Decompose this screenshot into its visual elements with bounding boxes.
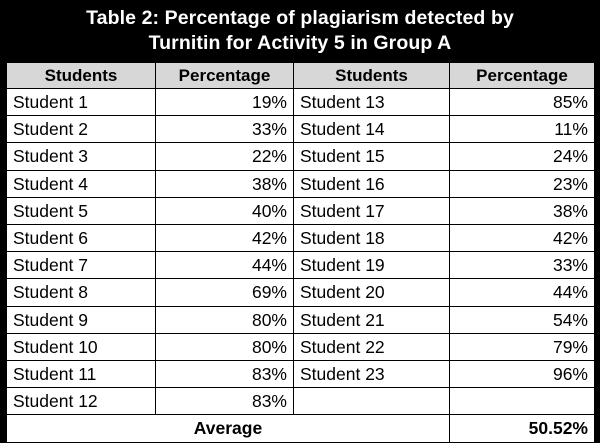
cell-student-left: Student 8: [6, 278, 156, 307]
cell-student-right: Student 14: [293, 115, 450, 144]
header-row: Students Percentage Students Percentage: [6, 62, 595, 89]
cell-percentage-right: 33%: [449, 251, 595, 280]
cell-percentage-right: 79%: [449, 332, 595, 362]
cell-percentage-left: 38%: [155, 169, 294, 198]
table-row: Student 2 33% Student 14 11%: [6, 115, 595, 144]
cell-percentage-left: 80%: [155, 305, 294, 334]
cell-percentage-left: 42%: [155, 224, 294, 253]
cell-student-left: Student 5: [6, 196, 156, 226]
cell-student-right: Student 13: [293, 87, 450, 117]
cell-student-left: Student 9: [6, 305, 156, 334]
cell-student-right: Student 20: [293, 278, 450, 307]
average-value: 50.52%: [449, 414, 595, 443]
cell-percentage-right: 42%: [449, 224, 595, 253]
title-line-1: Table 2: Percentage of plagiarism detect…: [86, 7, 514, 29]
cell-student-left: Student 6: [6, 224, 156, 253]
cell-student-right: Student 16: [293, 169, 450, 198]
cell-percentage-left: 40%: [155, 196, 294, 226]
table-row: Student 4 38% Student 16 23%: [6, 169, 595, 198]
cell-student-right-empty: [293, 387, 450, 416]
cell-percentage-right: 38%: [449, 196, 595, 226]
cell-percentage-left: 44%: [155, 251, 294, 280]
cell-percentage-right: 24%: [449, 142, 595, 171]
table-row: Student 3 22% Student 15 24%: [6, 142, 595, 171]
cell-percentage-right: 96%: [449, 360, 595, 389]
table-footer: Average 50.52%: [6, 414, 595, 443]
cell-percentage-right: 85%: [449, 87, 595, 117]
table-row: Student 11 83% Student 23 96%: [6, 360, 595, 389]
cell-percentage-right-empty: [449, 387, 595, 416]
cell-percentage-left: 83%: [155, 360, 294, 389]
cell-percentage-right: 11%: [449, 115, 595, 144]
cell-student-left: Student 2: [6, 115, 156, 144]
cell-student-left: Student 12: [6, 387, 156, 416]
table-row: Student 12 83%: [6, 387, 595, 416]
cell-percentage-left: 83%: [155, 387, 294, 416]
column-header-students-right: Students: [293, 62, 450, 89]
cell-student-right: Student 17: [293, 196, 450, 226]
average-row: Average 50.52%: [6, 414, 595, 443]
table-row: Student 9 80% Student 21 54%: [6, 305, 595, 334]
table-row: Student 1 19% Student 13 85%: [6, 87, 595, 117]
table-row: Student 6 42% Student 18 42%: [6, 224, 595, 253]
column-header-percentage-left: Percentage: [155, 62, 294, 89]
cell-student-right: Student 18: [293, 224, 450, 253]
title-line-2: Turnitin for Activity 5 in Group A: [148, 32, 452, 54]
cell-student-right: Student 22: [293, 332, 450, 362]
table-row: Student 5 40% Student 17 38%: [6, 196, 595, 226]
cell-percentage-right: 44%: [449, 278, 595, 307]
cell-student-left: Student 4: [6, 169, 156, 198]
cell-percentage-left: 69%: [155, 278, 294, 307]
cell-student-left: Student 11: [6, 360, 156, 389]
cell-student-right: Student 19: [293, 251, 450, 280]
cell-percentage-right: 54%: [449, 305, 595, 334]
figure-title: Table 2: Percentage of plagiarism detect…: [0, 0, 600, 62]
column-header-percentage-right: Percentage: [449, 62, 595, 89]
cell-percentage-left: 22%: [155, 142, 294, 171]
cell-student-right: Student 15: [293, 142, 450, 171]
cell-student-right: Student 21: [293, 305, 450, 334]
plagiarism-table: Students Percentage Students Percentage …: [6, 62, 595, 443]
table-row: Student 7 44% Student 19 33%: [6, 251, 595, 280]
column-header-students-left: Students: [6, 62, 156, 89]
table-header: Students Percentage Students Percentage: [6, 62, 595, 89]
cell-student-right: Student 23: [293, 360, 450, 389]
cell-percentage-left: 33%: [155, 115, 294, 144]
average-label: Average: [6, 414, 450, 443]
cell-student-left: Student 1: [6, 87, 156, 117]
table-row: Student 8 69% Student 20 44%: [6, 278, 595, 307]
cell-student-left: Student 7: [6, 251, 156, 280]
cell-student-left: Student 3: [6, 142, 156, 171]
cell-percentage-left: 80%: [155, 332, 294, 362]
cell-percentage-right: 23%: [449, 169, 595, 198]
cell-percentage-left: 19%: [155, 87, 294, 117]
table-body: Student 1 19% Student 13 85% Student 2 33% Stu…: [6, 87, 595, 416]
cell-student-left: Student 10: [6, 332, 156, 362]
table-row: Student 10 80% Student 22 79%: [6, 332, 595, 362]
